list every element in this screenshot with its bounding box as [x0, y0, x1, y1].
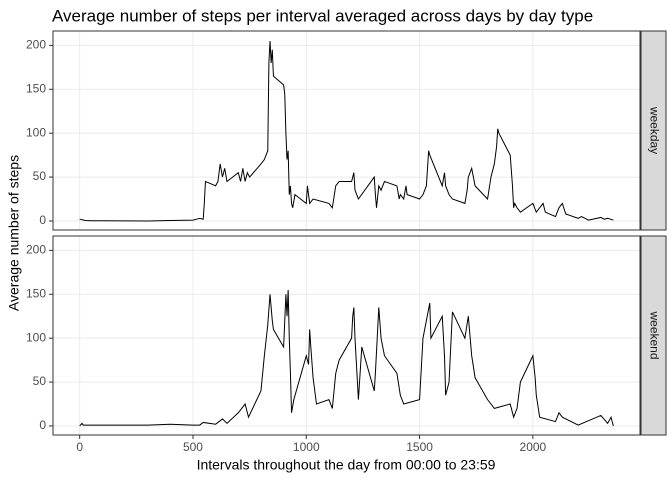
strip-label: weekday [647, 106, 661, 154]
x-tick-label: 500 [183, 440, 203, 454]
y-tick-label: 150 [26, 81, 46, 95]
x-tick-label: 0 [76, 440, 83, 454]
y-tick-label: 200 [26, 243, 46, 257]
chart-title: Average number of steps per interval ave… [52, 6, 593, 25]
strip-label: weekend [647, 310, 661, 359]
y-tick-label: 0 [39, 213, 46, 227]
panel-background [53, 236, 640, 435]
y-tick-label: 50 [33, 169, 47, 183]
x-tick-label: 1000 [293, 440, 320, 454]
x-axis-label: Intervals throughout the day from 00:00 … [197, 457, 496, 473]
strip [640, 30, 667, 231]
y-tick-label: 50 [33, 374, 47, 388]
panel-background [53, 31, 640, 230]
x-tick-label: 1500 [406, 440, 433, 454]
panel-border [52, 30, 641, 231]
y-tick-label: 0 [39, 418, 46, 432]
y-tick-label: 200 [26, 38, 46, 52]
y-axis-label: Average number of steps [6, 155, 22, 311]
strip [640, 235, 667, 436]
y-tick-label: 150 [26, 286, 46, 300]
data-line [79, 289, 614, 427]
panel-border [52, 235, 641, 436]
y-tick-label: 100 [26, 125, 46, 139]
x-tick-label: 2000 [520, 440, 547, 454]
data-line [79, 40, 614, 222]
y-tick-label: 100 [26, 330, 46, 344]
